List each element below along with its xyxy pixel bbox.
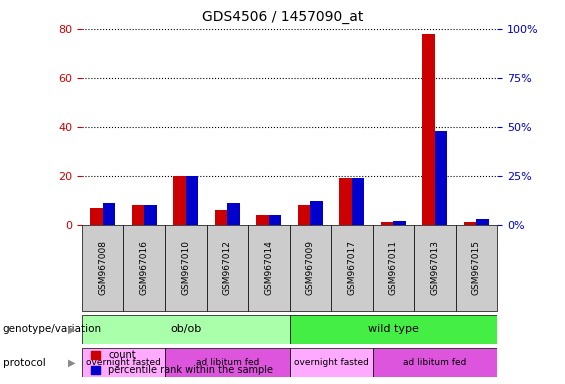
Legend: count, percentile rank within the sample: count, percentile rank within the sample bbox=[87, 346, 277, 379]
Text: GSM967009: GSM967009 bbox=[306, 240, 315, 295]
Bar bbox=[103, 203, 115, 225]
Text: GSM967008: GSM967008 bbox=[98, 240, 107, 295]
Bar bbox=[227, 203, 240, 225]
Text: ad libitum fed: ad libitum fed bbox=[403, 358, 467, 367]
Bar bbox=[310, 201, 323, 225]
Bar bbox=[373, 348, 497, 377]
Bar bbox=[476, 219, 489, 225]
Bar bbox=[82, 315, 289, 344]
Bar bbox=[381, 222, 393, 225]
Bar bbox=[352, 178, 364, 225]
Bar bbox=[215, 210, 227, 225]
Text: ▶: ▶ bbox=[68, 324, 76, 334]
Text: GSM967016: GSM967016 bbox=[140, 240, 149, 295]
Text: genotype/variation: genotype/variation bbox=[3, 324, 102, 334]
Bar bbox=[393, 221, 406, 225]
Text: GSM967011: GSM967011 bbox=[389, 240, 398, 295]
Bar bbox=[340, 178, 352, 225]
Bar bbox=[298, 205, 310, 225]
Bar bbox=[173, 176, 186, 225]
Bar bbox=[82, 348, 165, 377]
Text: GSM967014: GSM967014 bbox=[264, 240, 273, 295]
Bar bbox=[289, 315, 497, 344]
Text: wild type: wild type bbox=[368, 324, 419, 334]
Bar bbox=[423, 34, 435, 225]
Text: GSM967010: GSM967010 bbox=[181, 240, 190, 295]
Text: GSM967017: GSM967017 bbox=[347, 240, 357, 295]
Text: GSM967012: GSM967012 bbox=[223, 240, 232, 295]
Bar bbox=[165, 348, 289, 377]
Bar bbox=[435, 131, 447, 225]
Text: GSM967015: GSM967015 bbox=[472, 240, 481, 295]
Bar bbox=[90, 207, 103, 225]
Bar bbox=[132, 205, 144, 225]
Bar bbox=[186, 176, 198, 225]
Bar bbox=[144, 205, 157, 225]
Text: overnight fasted: overnight fasted bbox=[294, 358, 368, 367]
Bar bbox=[269, 215, 281, 225]
Text: ▶: ▶ bbox=[68, 358, 76, 368]
Text: protocol: protocol bbox=[3, 358, 46, 368]
Text: ob/ob: ob/ob bbox=[170, 324, 201, 334]
Text: ad libitum fed: ad libitum fed bbox=[195, 358, 259, 367]
Bar bbox=[257, 215, 269, 225]
Text: GDS4506 / 1457090_at: GDS4506 / 1457090_at bbox=[202, 10, 363, 23]
Text: overnight fasted: overnight fasted bbox=[86, 358, 161, 367]
Bar bbox=[464, 222, 476, 225]
Text: GSM967013: GSM967013 bbox=[431, 240, 440, 295]
Bar bbox=[289, 348, 373, 377]
